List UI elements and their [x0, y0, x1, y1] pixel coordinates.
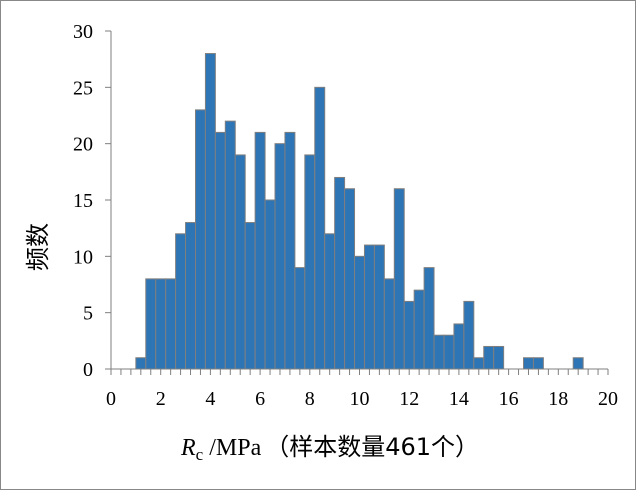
y-tick-label: 25 [73, 77, 93, 99]
histogram-bar [493, 345, 505, 370]
x-tick-label: 18 [548, 388, 568, 410]
x-tick-label: 10 [350, 388, 370, 410]
y-tick-label: 10 [73, 246, 93, 268]
y-ticks-group: 0 5 10 15 20 25 30 [73, 21, 111, 381]
histogram-bar [373, 244, 385, 370]
histogram-bar [523, 357, 534, 370]
y-tick-label: 5 [83, 303, 93, 325]
x-tick-label: 12 [399, 388, 419, 410]
y-tick-label: 0 [83, 359, 93, 381]
histogram-bar [294, 267, 306, 370]
histogram-bar [532, 357, 544, 370]
histogram-bar [284, 131, 296, 370]
histogram-bar [254, 131, 266, 370]
x-tick-label: 16 [499, 388, 519, 410]
histogram-bar [403, 300, 415, 370]
histogram-bar [383, 278, 395, 370]
y-tick-label: 15 [73, 190, 93, 212]
histogram-bar [314, 86, 326, 370]
histogram-bar [155, 278, 167, 370]
histogram-bar [344, 188, 356, 370]
histogram-bar [274, 143, 286, 370]
x-tick-label: 6 [255, 388, 265, 410]
bars-group [135, 53, 584, 370]
histogram-bar [393, 188, 405, 370]
x-tick-label: 2 [156, 388, 166, 410]
histogram-bar [175, 233, 187, 370]
histogram-bar [145, 278, 157, 370]
histogram-bar [204, 53, 216, 370]
histogram-bar [572, 357, 584, 370]
histogram-bar [304, 154, 316, 370]
histogram-bar [244, 222, 256, 370]
x-axis-label-subscript: c [196, 445, 204, 464]
histogram-bar [334, 176, 346, 370]
histogram-bar [264, 199, 276, 370]
x-axis-label: Rc /MPa （样本数量461个） [180, 433, 479, 464]
x-ticks-group: 0 2 4 6 8 10 12 14 16 18 20 [106, 369, 618, 410]
histogram-bar [234, 154, 246, 370]
histogram-bar [214, 131, 226, 370]
histogram-bar [165, 278, 177, 370]
histogram-bar [363, 244, 375, 370]
x-tick-label: 8 [305, 388, 315, 410]
x-tick-label: 0 [106, 388, 116, 410]
histogram-bar [423, 267, 435, 370]
histogram-bar [433, 334, 445, 370]
histogram-bar [194, 109, 206, 370]
histogram-bar [354, 255, 365, 370]
histogram-bar [324, 233, 336, 370]
x-axis-label-note: （样本数量461个） [265, 433, 479, 461]
x-tick-label: 20 [598, 388, 618, 410]
histogram-bar [463, 300, 475, 370]
histogram-bar [453, 323, 465, 370]
x-axis-label-symbol: R [180, 435, 196, 461]
x-axis-label-unit: /MPa [203, 435, 261, 461]
y-tick-label: 20 [73, 134, 93, 156]
x-tick-label: 14 [449, 388, 469, 410]
x-tick-label: 4 [205, 388, 215, 410]
histogram-bar [413, 289, 425, 370]
histogram-bar [224, 120, 236, 370]
histogram-bar [443, 334, 455, 370]
y-tick-label: 30 [73, 21, 93, 43]
histogram-bar [185, 222, 196, 370]
y-axis-label: 频数 [24, 223, 52, 271]
histogram-bar [135, 357, 147, 370]
histogram-bar [473, 357, 485, 370]
histogram-bar [483, 345, 495, 370]
